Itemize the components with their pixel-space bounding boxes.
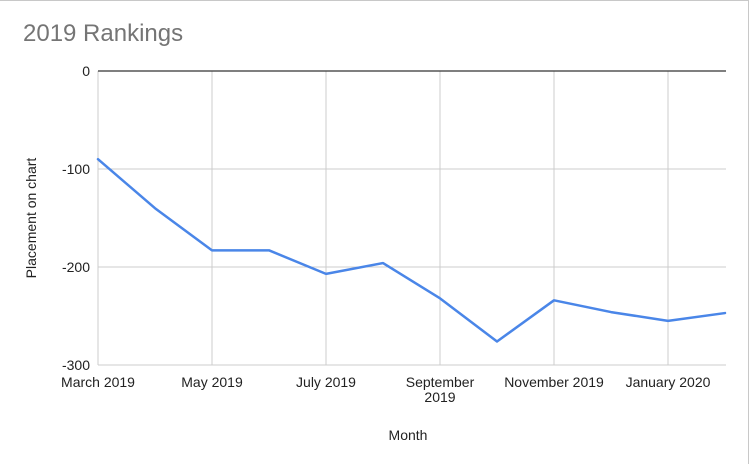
x-tick-label: September 2019 — [406, 374, 475, 405]
series-layer — [96, 157, 727, 343]
x-tick-labels: March 2019 May 2019 July 2019 September 2019… — [61, 374, 711, 405]
y-tick-labels: 0 -100 -200 -300 — [62, 63, 90, 373]
y-tick-label: 0 — [82, 63, 90, 79]
x-axis-title: Month — [389, 427, 428, 443]
x-tick-label: July 2019 — [296, 374, 356, 390]
series-line — [96, 157, 727, 343]
y-tick-label: -300 — [62, 357, 90, 373]
y-tick-label: -200 — [62, 259, 90, 275]
chart-title: 2019 Rankings — [23, 20, 184, 47]
x-tick-label: March 2019 — [61, 374, 135, 390]
x-tick-label: November 2019 — [504, 374, 604, 390]
grid-lines — [97, 70, 726, 366]
x-tick-label: May 2019 — [181, 374, 243, 390]
y-tick-label: -100 — [62, 161, 90, 177]
y-axis-title: Placement on chart — [23, 158, 39, 279]
x-tick-label: January 2020 — [626, 374, 711, 390]
